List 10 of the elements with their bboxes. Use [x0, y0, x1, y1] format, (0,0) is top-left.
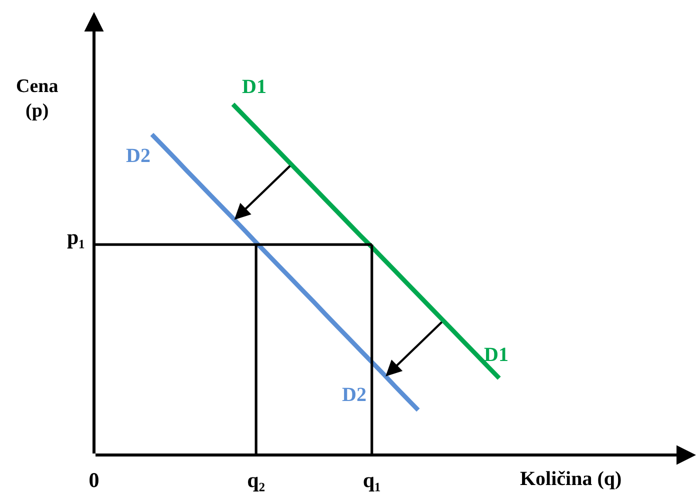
text: D2: [342, 384, 366, 406]
text: D1: [242, 76, 266, 98]
x-tick-label: q₁: [362, 468, 381, 492]
x-tick-label: q₂: [247, 468, 266, 492]
series-label: D1: [484, 344, 508, 366]
series-label: D2: [126, 145, 150, 167]
y-axis-title: Cena (p): [16, 76, 59, 122]
x-axis-title: Količina (q): [520, 468, 622, 490]
x-tick-label: 0: [88, 468, 100, 492]
ref-line-label: p₁: [67, 225, 85, 249]
